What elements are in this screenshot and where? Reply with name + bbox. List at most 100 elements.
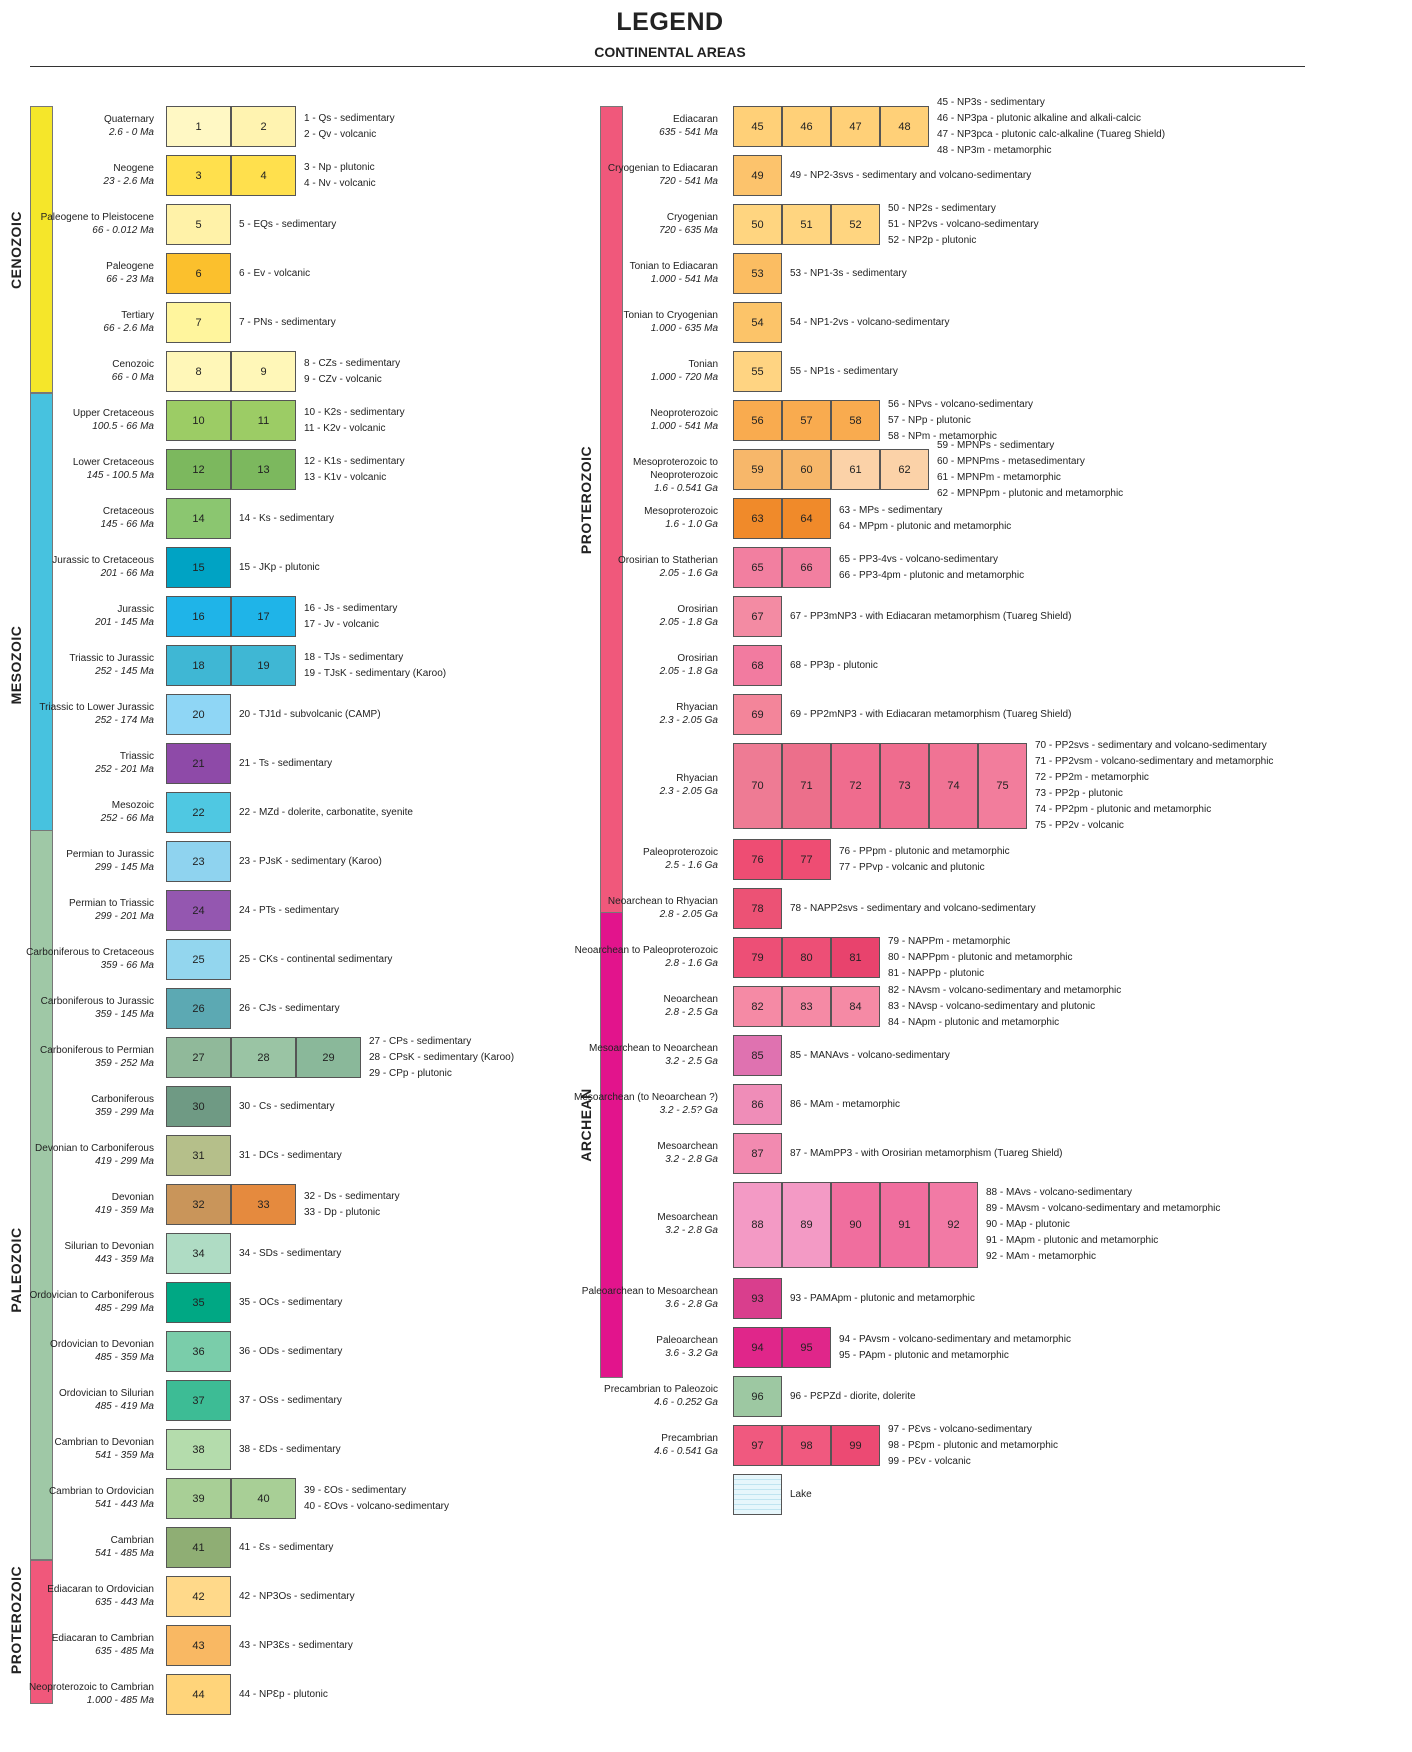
unit-age-label: Jurassic to Cretaceous 201 - 66 Ma (4, 554, 154, 580)
unit-period-name: Rhyacian (676, 773, 718, 784)
unit-period-name: Tonian to Ediacaran (629, 260, 718, 272)
unit-age-range: 252 - 174 Ma (95, 714, 154, 726)
unit-period-name: Mesoarchean (to Neoarchean ?) (574, 1091, 718, 1103)
unit-age-range: 2.8 - 2.5 Ga (665, 1006, 718, 1018)
legend-swatch-82: 82 (733, 986, 782, 1027)
unit-age-range: 145 - 100.5 Ma (86, 469, 154, 481)
unit-period-name: Ordovician to Carboniferous (29, 1289, 154, 1301)
unit-description-line: 89 - MAvsm - volcano-sedimentary and met… (986, 1203, 1221, 1214)
unit-age-label: Mesoarchean 3.2 - 2.8 Ga (568, 1140, 718, 1166)
legend-swatch-58: 58 (831, 400, 880, 441)
unit-period-name: Neogene (113, 162, 154, 174)
unit-description-line: 24 - PTs - sedimentary (239, 904, 340, 916)
unit-description-line: 41 - Ɛs - sedimentary (239, 1541, 334, 1553)
legend-swatch-1: 1 (166, 106, 231, 147)
unit-description: 3 - Np - plutonic 4 - Nv - volcanic (304, 160, 376, 192)
unit-description-line: 93 - PAMApm - plutonic and metamorphic (790, 1292, 975, 1304)
unit-period-name: Mesoproterozoic (644, 505, 718, 517)
legend-swatch-66: 66 (782, 547, 831, 588)
unit-description: 55 - NP1s - sedimentary (790, 364, 898, 380)
unit-description-line: 19 - TJsK - sedimentary (Karoo) (304, 667, 447, 679)
unit-description-line: 85 - MANAvs - volcano-sedimentary (790, 1049, 950, 1061)
unit-description-line: 68 - PP3p - plutonic (790, 659, 878, 671)
unit-age-range: 299 - 145 Ma (95, 861, 154, 873)
unit-description-line: 87 - MAmPP3 - with Orosirian metamorphis… (790, 1147, 1063, 1159)
unit-description: 38 - ƐDs - sedimentary (239, 1442, 341, 1458)
unit-age-label: Jurassic 201 - 145 Ma (4, 603, 154, 629)
unit-description-line: 10 - K2s - sedimentary (304, 406, 405, 418)
unit-description-line: 40 - ƐOvs - volcano-sedimentary (304, 1500, 449, 1512)
unit-period-name: Tertiary (121, 309, 154, 321)
era-band-cenozoic (30, 106, 53, 393)
legend-swatch-38: 38 (166, 1429, 231, 1470)
unit-age-label: Mesoarchean 3.2 - 2.8 Ga (568, 1211, 718, 1237)
legend-swatch-92: 92 (929, 1182, 978, 1268)
legend-swatch-67: 67 (733, 596, 782, 637)
legend-swatch-14: 14 (166, 498, 231, 539)
unit-description: 59 - MPNPs - sedimentary 60 - MPNPms - me… (937, 438, 1123, 502)
unit-description: 44 - NPƐp - plutonic (239, 1687, 328, 1703)
unit-age-label: Orosirian 2.05 - 1.8 Ga (568, 652, 718, 678)
unit-description: 43 - NP3Ɛs - sedimentary (239, 1638, 353, 1654)
unit-description-line: 56 - NPvs - volcano-sedimentary (888, 398, 1034, 410)
unit-description-line: 49 - NP2-3svs - sedimentary and volcano-… (790, 169, 1032, 181)
unit-age-label: Mesozoic 252 - 66 Ma (4, 799, 154, 825)
unit-age-label: Rhyacian 2.3 - 2.05 Ga (568, 772, 718, 798)
unit-description-line: 16 - Js - sedimentary (304, 602, 398, 614)
legend-swatch-24: 24 (166, 890, 231, 931)
legend-title: LEGEND (616, 8, 724, 36)
legend-swatch-35: 35 (166, 1282, 231, 1323)
legend-swatch-80: 80 (782, 937, 831, 978)
unit-description: 94 - PAvsm - volcano-sedimentary and met… (839, 1332, 1071, 1364)
unit-period-name: Silurian to Devonian (64, 1240, 155, 1252)
unit-description-line: 22 - MZd - dolerite, carbonatite, syenit… (239, 806, 413, 818)
unit-age-range: 359 - 66 Ma (100, 959, 154, 971)
unit-age-label: Carboniferous to Permian 359 - 252 Ma (4, 1044, 154, 1070)
unit-description-line: 12 - K1s - sedimentary (304, 455, 405, 467)
unit-age-range: 1.6 - 0.541 Ga (654, 482, 718, 494)
unit-period-name: Ediacaran to Cambrian (51, 1632, 154, 1644)
unit-period-name: Ediacaran (672, 113, 718, 125)
unit-age-range: 1.000 - 635 Ma (650, 322, 718, 334)
unit-description-line: 66 - PP3-4pm - plutonic and metamorphic (839, 569, 1025, 581)
legend-swatch-51: 51 (782, 204, 831, 245)
unit-period-name: Mesoarchean to Neoarchean (589, 1042, 718, 1054)
unit-age-range: 485 - 419 Ma (95, 1400, 154, 1412)
legend-swatch-21: 21 (166, 743, 231, 784)
unit-age-label: Cambrian to Ordovician 541 - 443 Ma (4, 1485, 154, 1511)
unit-description-line: 64 - MPpm - plutonic and metamorphic (839, 520, 1012, 532)
unit-period-name: Tonian (688, 358, 718, 370)
legend-swatch-40: 40 (231, 1478, 296, 1519)
unit-period-name: Triassic to Jurassic (69, 652, 154, 664)
unit-description: 39 - ƐOs - sedimentary 40 - ƐOvs - volcan… (304, 1483, 449, 1515)
unit-age-range: 720 - 541 Ma (659, 175, 718, 187)
unit-description-line: 34 - SDs - sedimentary (239, 1247, 342, 1259)
unit-description-line: 14 - Ks - sedimentary (239, 512, 335, 524)
unit-period-name: Precambrian to Paleozoic (604, 1383, 718, 1395)
unit-description-line: 58 - NPm - metamorphic (888, 430, 997, 442)
unit-period-name: Neoarchean to Paleoproterozoic (574, 944, 718, 956)
unit-description-line: 71 - PP2vsm - volcano-sedimentary and me… (1035, 756, 1274, 767)
unit-description: 16 - Js - sedimentary 17 - Jv - volcanic (304, 601, 397, 633)
legend-swatch-15: 15 (166, 547, 231, 588)
unit-description: 10 - K2s - sedimentary 11 - K2v - volcani… (304, 405, 405, 437)
legend-swatch-77: 77 (782, 839, 831, 880)
unit-age-label: Ediacaran to Cambrian 635 - 485 Ma (4, 1632, 154, 1658)
unit-age-range: 252 - 145 Ma (95, 665, 154, 677)
unit-age-range: 485 - 299 Ma (95, 1302, 154, 1314)
unit-age-range: 23 - 2.6 Ma (103, 175, 154, 187)
unit-age-range: 720 - 635 Ma (659, 224, 718, 236)
legend-swatch-73: 73 (880, 743, 929, 829)
era-band-paleozoic (30, 830, 53, 1560)
legend-swatch-85: 85 (733, 1035, 782, 1076)
unit-age-label: Tonian to Ediacaran 1.000 - 541 Ma (568, 260, 718, 286)
unit-description: 76 - PPpm - plutonic and metamorphic 77 -… (839, 844, 1010, 876)
unit-description: 22 - MZd - dolerite, carbonatite, syenit… (239, 805, 413, 821)
unit-description-line: 76 - PPpm - plutonic and metamorphic (839, 845, 1010, 857)
unit-age-label: Ordovician to Devonian 485 - 359 Ma (4, 1338, 154, 1364)
legend-swatch-50: 50 (733, 204, 782, 245)
unit-age-range: 2.3 - 2.05 Ga (659, 714, 718, 726)
legend-swatch-72: 72 (831, 743, 880, 829)
unit-age-range: 419 - 359 Ma (95, 1204, 154, 1216)
unit-period-name: Orosirian (677, 603, 718, 615)
